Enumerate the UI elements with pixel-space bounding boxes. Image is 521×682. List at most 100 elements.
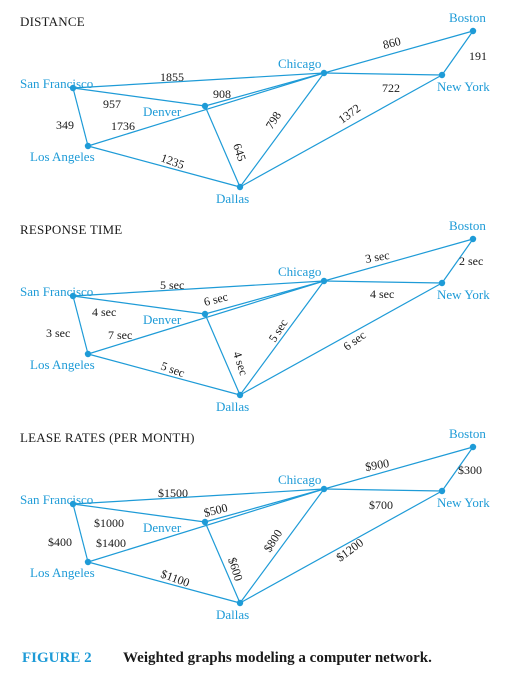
node-dal — [236, 391, 244, 399]
weight-label-sf-la: $400 — [48, 535, 72, 549]
edge-sf-la — [72, 295, 89, 355]
weight-label-sf-chi: 5 sec — [160, 278, 184, 292]
city-label-san-francisco: San Francisco — [20, 284, 93, 299]
edge-den-dal — [204, 105, 241, 188]
weight-label-dal-ny: 1372 — [336, 101, 364, 126]
edge-chi-ny — [323, 72, 443, 76]
figure-caption: FIGURE 2 Weighted graphs modeling a comp… — [22, 650, 432, 666]
node-den — [201, 518, 209, 526]
weight-label-chi-bos: $900 — [364, 456, 390, 474]
weight-label-sf-den: 4 sec — [92, 305, 116, 319]
node-la — [84, 558, 92, 566]
weight-label-den-chi: 6 sec — [202, 289, 229, 308]
weight-label-bos-ny: $300 — [458, 463, 482, 477]
node-chi — [320, 485, 328, 493]
city-label-boston: Boston — [449, 10, 486, 25]
weight-label-chi-bos: 860 — [381, 34, 402, 52]
node-den — [201, 102, 209, 110]
weight-label-sf-den: $1000 — [94, 516, 124, 530]
node-la — [84, 142, 92, 150]
node-den — [201, 310, 209, 318]
node-bos — [469, 27, 477, 35]
edge-chi-bos — [323, 30, 474, 74]
edge-la-dal — [87, 353, 241, 396]
city-label-los-angeles: Los Angeles — [30, 357, 95, 372]
weight-label-la-dal: $1100 — [159, 567, 192, 590]
weight-label-chi-bos: 3 sec — [364, 248, 390, 266]
edge-sf-den — [72, 87, 206, 107]
edge-dal-ny — [239, 282, 443, 396]
edge-chi-dal — [239, 72, 325, 188]
edge-chi-ny — [323, 488, 443, 492]
edge-den-chi — [204, 72, 325, 107]
weight-label-chi-dal: 5 sec — [266, 317, 291, 345]
city-label-new-york: New York — [437, 287, 490, 302]
node-ny — [438, 71, 446, 79]
weight-label-la-chi: $1400 — [96, 536, 126, 550]
weight-label-bos-ny: 2 sec — [459, 254, 483, 268]
weight-label-den-dal: $600 — [225, 556, 246, 583]
weight-label-sf-chi: 1855 — [160, 70, 184, 84]
edge-chi-bos — [323, 446, 474, 490]
node-dal — [236, 599, 244, 607]
weight-label-chi-ny: 722 — [382, 81, 400, 95]
weight-label-chi-dal: $800 — [261, 527, 286, 555]
city-label-boston: Boston — [449, 426, 486, 441]
edge-sf-chi — [72, 488, 325, 505]
weight-label-sf-la: 3 sec — [46, 326, 70, 340]
node-sf — [69, 84, 77, 92]
weight-label-den-dal: 4 sec — [230, 350, 251, 377]
edge-den-dal — [204, 313, 241, 396]
edge-chi-dal — [239, 488, 325, 604]
edge-sf-den — [72, 503, 206, 523]
caption-text: Weighted graphs modeling a computer netw… — [123, 650, 432, 666]
weight-label-la-chi: 7 sec — [108, 328, 132, 342]
graph-response-time: RESPONSE TIME San Francisco Los Angeles Den… — [20, 218, 490, 414]
edge-den-chi — [204, 280, 325, 315]
weight-label-dal-ny: $1200 — [334, 535, 366, 564]
weight-label-la-chi: 1736 — [111, 119, 135, 133]
edge-bos-ny — [441, 30, 474, 76]
graph-title: DISTANCE — [20, 14, 85, 29]
edge-dal-ny — [239, 490, 443, 604]
city-label-new-york: New York — [437, 79, 490, 94]
edge-bos-ny — [441, 446, 474, 492]
caption-number: FIGURE 2 — [22, 650, 92, 666]
node-sf — [69, 292, 77, 300]
city-label-san-francisco: San Francisco — [20, 76, 93, 91]
city-label-denver: Denver — [143, 312, 182, 327]
city-label-los-angeles: Los Angeles — [30, 149, 95, 164]
edge-chi-dal — [239, 280, 325, 396]
weight-label-chi-ny: $700 — [369, 498, 393, 512]
node-bos — [469, 443, 477, 451]
city-label-dallas: Dallas — [216, 607, 249, 622]
weight-label-den-chi: $500 — [202, 501, 229, 520]
city-label-new-york: New York — [437, 495, 490, 510]
graph-lease-rates-per-month: LEASE RATES (PER MONTH) San Francisco Los … — [20, 426, 490, 622]
graph-distance: DISTANCE San Francisco Los Angeles Denver Ch… — [20, 10, 490, 206]
city-label-chicago: Chicago — [278, 56, 321, 71]
graph-title: LEASE RATES (PER MONTH) — [20, 430, 195, 445]
city-label-chicago: Chicago — [278, 264, 321, 279]
node-ny — [438, 487, 446, 495]
city-label-denver: Denver — [143, 104, 182, 119]
weight-label-bos-ny: 191 — [469, 49, 487, 63]
edge-sf-chi — [72, 72, 325, 89]
city-label-boston: Boston — [449, 218, 486, 233]
weight-label-sf-chi: $1500 — [158, 486, 188, 500]
weight-label-chi-ny: 4 sec — [370, 287, 394, 301]
node-bos — [469, 235, 477, 243]
graph-title: RESPONSE TIME — [20, 222, 122, 237]
node-chi — [320, 69, 328, 77]
edge-sf-chi — [72, 280, 325, 297]
edge-sf-la — [72, 87, 89, 147]
city-label-los-angeles: Los Angeles — [30, 565, 95, 580]
weight-label-den-dal: 645 — [230, 142, 249, 163]
edge-bos-ny — [441, 238, 474, 284]
edge-la-dal — [87, 145, 241, 188]
edge-den-chi — [204, 488, 325, 523]
weight-label-den-chi: 908 — [213, 87, 231, 101]
edge-den-dal — [204, 521, 241, 604]
edge-sf-den — [72, 295, 206, 315]
edge-sf-la — [72, 503, 89, 563]
